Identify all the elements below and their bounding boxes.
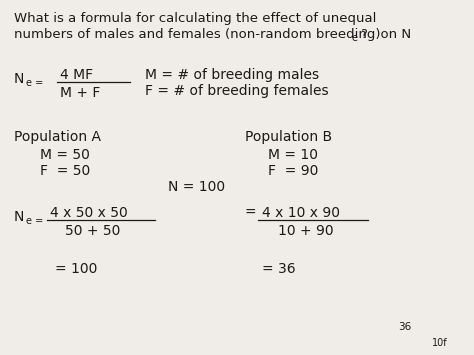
Text: Population B: Population B <box>245 130 332 144</box>
Text: numbers of males and females (non-random breeding)on N: numbers of males and females (non-random… <box>14 28 411 41</box>
Text: =: = <box>245 206 256 220</box>
Text: 36: 36 <box>398 322 411 332</box>
Text: = 100: = 100 <box>55 262 97 276</box>
Text: What is a formula for calculating the effect of unequal: What is a formula for calculating the ef… <box>14 12 376 25</box>
Text: M = 50: M = 50 <box>40 148 90 162</box>
Text: M = 10: M = 10 <box>268 148 318 162</box>
Text: = 36: = 36 <box>262 262 296 276</box>
Text: M + F: M + F <box>60 86 100 100</box>
Text: F  = 50: F = 50 <box>40 164 90 178</box>
Text: 50 + 50: 50 + 50 <box>65 224 120 238</box>
Text: 4 x 10 x 90: 4 x 10 x 90 <box>262 206 340 220</box>
Text: N: N <box>14 72 24 86</box>
Text: e =: e = <box>26 216 43 226</box>
Text: Population A: Population A <box>14 130 101 144</box>
Text: F  = 90: F = 90 <box>268 164 319 178</box>
Text: e =: e = <box>26 78 43 88</box>
Text: N = 100: N = 100 <box>168 180 225 194</box>
Text: e: e <box>352 33 358 43</box>
Text: N: N <box>14 210 24 224</box>
Text: 10 + 90: 10 + 90 <box>278 224 334 238</box>
Text: ?: ? <box>360 28 367 41</box>
Text: 10f: 10f <box>432 338 447 348</box>
Text: 4 MF: 4 MF <box>60 68 93 82</box>
Text: 4 x 50 x 50: 4 x 50 x 50 <box>50 206 128 220</box>
Text: F = # of breeding females: F = # of breeding females <box>145 84 328 98</box>
Text: M = # of breeding males: M = # of breeding males <box>145 68 319 82</box>
